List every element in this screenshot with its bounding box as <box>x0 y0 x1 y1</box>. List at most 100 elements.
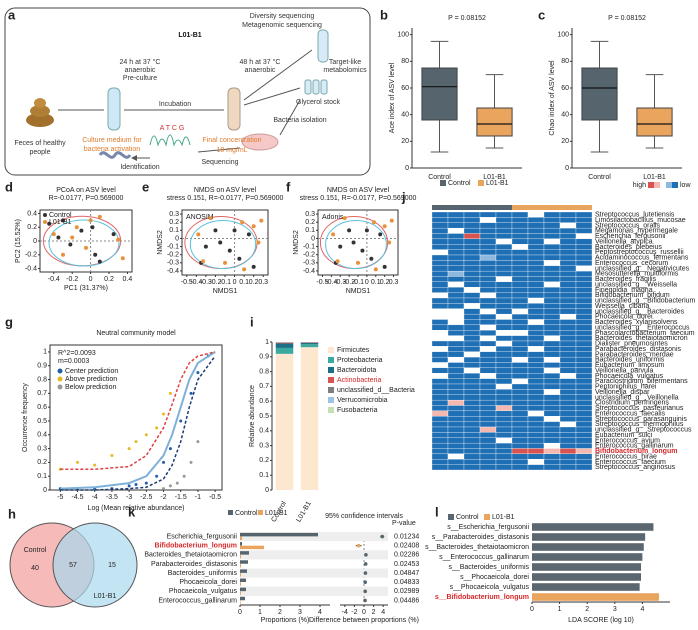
heat-cell <box>431 227 449 234</box>
row-label: Escherichia_fergusonii <box>595 233 666 240</box>
heat-cell <box>479 464 497 471</box>
heat-cell <box>527 394 545 401</box>
point <box>70 235 75 240</box>
heat-cell <box>463 319 481 326</box>
row-label: s__Bifidobacterium_longum <box>435 594 529 601</box>
x-tick-label: L01-B1 <box>483 174 506 181</box>
y-tick-label: 20 <box>561 138 569 145</box>
y-tick-label: 0 <box>405 165 409 172</box>
heat-cell <box>575 373 593 379</box>
legend-label: L01-B1 <box>486 180 509 187</box>
heat-cell <box>559 260 577 266</box>
sequencing-peaks <box>149 134 191 147</box>
heat-cell <box>463 432 481 438</box>
row-label: Eubacterium_sulci <box>595 432 653 439</box>
x-tick-label: L01-B1 <box>643 174 666 181</box>
heat-cell <box>559 459 577 465</box>
heat-cell <box>559 367 577 374</box>
point <box>90 225 95 230</box>
y-tick-label: 0.2 <box>169 219 179 226</box>
point <box>93 463 97 467</box>
y-tick-label: 0.5 <box>37 418 47 425</box>
bar <box>532 583 640 591</box>
panel-label: c <box>538 7 545 22</box>
heat-cell <box>511 265 529 272</box>
heat-cell <box>511 287 529 293</box>
row-label: unclassified_g__Weissella <box>595 281 677 288</box>
heat-cell <box>575 378 593 385</box>
heat-cell <box>527 459 545 465</box>
y-tick-label: 0.4 <box>27 210 37 217</box>
heat-cell <box>447 340 465 347</box>
point <box>168 447 172 451</box>
x-tick-label: 0 <box>362 609 366 616</box>
row-label: s__Phocaeicola_vulgatus <box>450 584 530 591</box>
vial <box>312 79 320 95</box>
heat-cell <box>479 276 497 283</box>
heat-cell <box>447 399 465 406</box>
heat-cell <box>543 464 561 471</box>
point <box>351 240 356 245</box>
row-label: Streptococcus_pasteurianus <box>595 405 684 412</box>
p-value: 0.04486 <box>394 597 419 604</box>
heat-cell <box>479 217 497 223</box>
bar-segment <box>300 342 319 345</box>
x-tick-label: -0.3 <box>334 279 346 286</box>
heat-cell <box>511 313 529 320</box>
legend-label: Control <box>448 180 471 187</box>
count: 40 <box>31 565 39 572</box>
legend-swatch <box>328 407 334 413</box>
panel-label: a <box>8 7 16 22</box>
heat-cell <box>575 324 593 331</box>
heat-cell <box>463 464 481 471</box>
chart-subtitle: stress 0.151, R=-0.0177, P=0.569000 <box>167 195 284 202</box>
diagram-text: Glycerol stock <box>296 99 340 106</box>
x-tick-label: 2 <box>278 609 282 616</box>
heat-cell <box>447 437 465 444</box>
y-tick-label: 20 <box>401 138 409 145</box>
heat-cell <box>495 405 513 412</box>
point <box>259 218 264 223</box>
heat-cell <box>463 249 481 256</box>
point <box>179 419 183 423</box>
x-tick-label: 0 <box>89 276 93 283</box>
heat-cell <box>479 373 497 379</box>
point <box>68 242 73 247</box>
heat-cell <box>559 297 577 304</box>
heat-cell <box>543 324 561 331</box>
row-label: Enterococcus_hirae <box>595 453 657 460</box>
heat-cell <box>431 426 449 433</box>
point <box>356 260 360 265</box>
bar <box>240 596 245 601</box>
y-axis-label: PC2 (15.52%) <box>15 219 22 263</box>
heat-cell <box>511 405 529 412</box>
point <box>203 244 208 249</box>
heat-cell <box>495 464 513 471</box>
heat-cell <box>431 238 449 245</box>
x-tick-label: -0.2 <box>66 276 78 283</box>
y-axis-label: Occurrence frequency <box>22 383 29 452</box>
heat-cell <box>575 303 593 309</box>
heat-cell <box>431 464 449 471</box>
heat-cell <box>447 303 465 309</box>
y-tick-label: 0.3 <box>169 211 179 218</box>
heat-cell <box>479 335 497 342</box>
heat-cell <box>495 340 513 347</box>
panel-a-shapes <box>4 7 371 176</box>
heat-cell <box>431 367 449 374</box>
heat-cell <box>511 276 529 283</box>
x-tick-label: Control <box>588 174 611 181</box>
heat-cell <box>495 416 513 422</box>
ellipse <box>48 219 120 267</box>
row-label: Bacteroides_uniformis <box>595 357 665 364</box>
x-tick-label: 1 <box>258 609 262 616</box>
y-tick-label: 0 <box>43 487 47 494</box>
heat-cell <box>543 405 561 412</box>
point <box>208 216 213 221</box>
y-tick-label: 40 <box>401 112 409 119</box>
x-axis-label: Proportions (%) <box>261 617 310 624</box>
scale-label: high <box>633 182 646 189</box>
y-tick-label: 0.4 <box>259 428 269 435</box>
heat-cell <box>463 265 481 272</box>
heat-cell <box>447 319 465 326</box>
